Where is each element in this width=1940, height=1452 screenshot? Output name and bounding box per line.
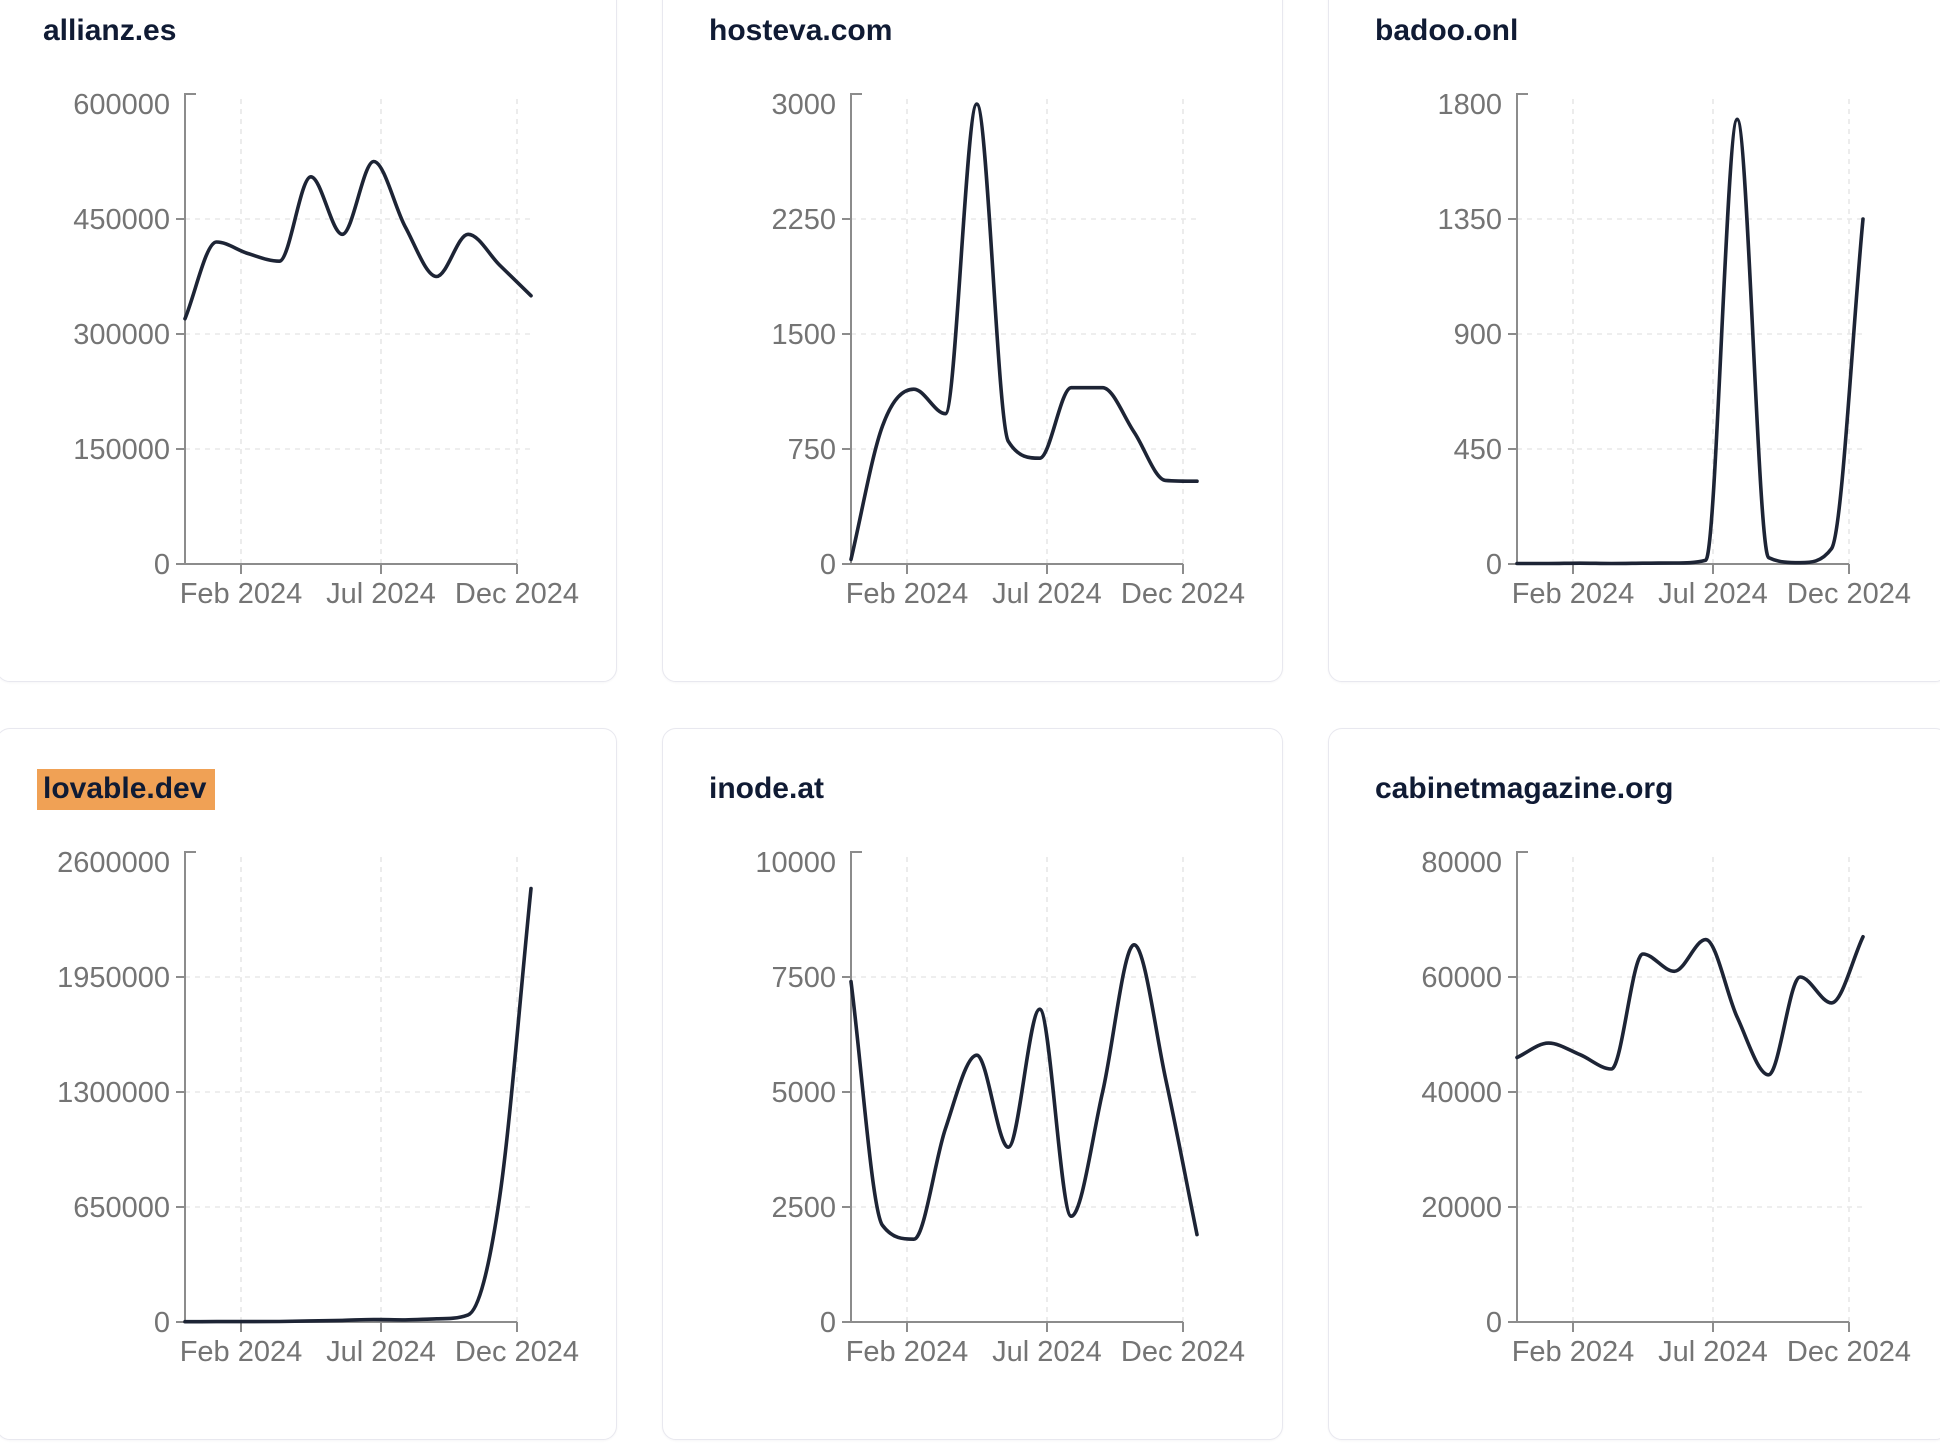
axes <box>842 93 1184 574</box>
x-tick-label: Feb 2024 <box>180 1336 303 1368</box>
tick-labels: 0 2500 5000 7500 10000 Feb 2024 Jul 2024 Dec 20… <box>755 847 1245 1368</box>
chart-title: inode.at <box>663 771 1282 807</box>
series-line <box>1515 935 1865 1077</box>
y-tick-label: 600000 <box>73 89 170 121</box>
gridlines <box>1517 99 1863 564</box>
domain-label: hosteva.com <box>709 14 893 47</box>
x-tick-label: Feb 2024 <box>846 1336 969 1368</box>
y-tick-label: 0 <box>820 1307 836 1339</box>
y-tick-label: 1300000 <box>57 1077 170 1109</box>
y-tick-label: 0 <box>154 1307 170 1339</box>
x-tick-label: Jul 2024 <box>1658 1336 1768 1368</box>
y-tick-label: 0 <box>1486 1307 1502 1339</box>
x-tick-label: Jul 2024 <box>326 578 436 610</box>
chart-card-cabinetmagazine: cabinetmagazine.org 0 20000 40000 60000 8000… <box>1328 728 1940 1440</box>
x-tick-label: Feb 2024 <box>846 578 969 610</box>
line-chart[interactable]: 0 150000 300000 450000 600000 Feb 2024 Jul 202… <box>0 49 618 649</box>
chart-title: allianz.es <box>0 13 616 49</box>
x-tick-label: Feb 2024 <box>180 578 303 610</box>
y-tick-label: 1800 <box>1437 89 1502 121</box>
line-chart[interactable]: 0 650000 1300000 1950000 2600000 Feb 2024 Jul … <box>0 807 618 1407</box>
line-chart[interactable]: 0 20000 40000 60000 80000 Feb 2024 Jul 2024 Dec… <box>1329 807 1940 1407</box>
y-tick-label: 450 <box>1454 434 1502 466</box>
gridlines <box>185 99 531 564</box>
series-line <box>183 886 533 1324</box>
y-tick-label: 750 <box>788 434 836 466</box>
y-tick-label: 1350 <box>1437 204 1502 236</box>
y-tick-label: 1950000 <box>57 962 170 994</box>
y-tick-label: 40000 <box>1421 1077 1502 1109</box>
chart-title: cabinetmagazine.org <box>1329 771 1940 807</box>
axes <box>176 851 518 1332</box>
line-chart[interactable]: 0 2500 5000 7500 10000 Feb 2024 Jul 2024 Dec 20… <box>663 807 1284 1407</box>
chart-card-allianz: allianz.es 0 150000 300000 450000 600000 Feb … <box>0 0 617 682</box>
y-tick-label: 300000 <box>73 319 170 351</box>
gridlines <box>1517 857 1863 1322</box>
chart-card-hosteva: hosteva.com 0 750 1500 2250 3000 Feb 2024 Jul … <box>662 0 1283 682</box>
y-tick-label: 7500 <box>771 962 836 994</box>
y-tick-label: 5000 <box>771 1077 836 1109</box>
chart-card-badoo: badoo.onl 0 450 900 1350 1800 Feb 2024 Jul 202… <box>1328 0 1940 682</box>
x-tick-label: Dec 2024 <box>1121 1336 1245 1368</box>
y-tick-label: 2600000 <box>57 847 170 879</box>
domain-label-highlighted: lovable.dev <box>37 769 216 810</box>
chart-title: lovable.dev <box>0 769 616 810</box>
gridlines <box>185 857 531 1322</box>
x-tick-label: Jul 2024 <box>326 1336 436 1368</box>
y-tick-label: 80000 <box>1421 847 1502 879</box>
tick-labels: 0 750 1500 2250 3000 Feb 2024 Jul 2024 Dec 2024 <box>771 89 1245 610</box>
y-tick-label: 0 <box>820 549 836 581</box>
x-tick-label: Dec 2024 <box>455 1336 579 1368</box>
y-tick-label: 60000 <box>1421 962 1502 994</box>
series-line <box>849 943 1199 1241</box>
y-tick-label: 0 <box>1486 549 1502 581</box>
series-line <box>849 102 1199 562</box>
domain-label: cabinetmagazine.org <box>1375 772 1674 805</box>
series-line <box>1515 117 1865 566</box>
domain-label: badoo.onl <box>1375 14 1519 47</box>
x-tick-label: Dec 2024 <box>1787 578 1911 610</box>
line-chart[interactable]: 0 750 1500 2250 3000 Feb 2024 Jul 2024 Dec 2024 <box>663 49 1284 649</box>
y-tick-label: 2500 <box>771 1192 836 1224</box>
y-tick-label: 150000 <box>73 434 170 466</box>
y-tick-label: 450000 <box>73 204 170 236</box>
x-tick-label: Jul 2024 <box>992 578 1102 610</box>
x-tick-label: Jul 2024 <box>992 1336 1102 1368</box>
chart-title: badoo.onl <box>1329 13 1940 49</box>
chart-card-lovable: lovable.dev 0 650000 1300000 1950000 2600000… <box>0 728 617 1440</box>
tick-labels: 0 20000 40000 60000 80000 Feb 2024 Jul 2024 Dec… <box>1421 847 1911 1368</box>
axes <box>1508 851 1850 1332</box>
gridlines <box>851 857 1197 1322</box>
y-tick-label: 20000 <box>1421 1192 1502 1224</box>
x-tick-label: Jul 2024 <box>1658 578 1768 610</box>
x-tick-label: Dec 2024 <box>1787 1336 1911 1368</box>
y-tick-label: 3000 <box>771 89 836 121</box>
series-line <box>183 159 533 321</box>
y-tick-label: 2250 <box>771 204 836 236</box>
x-tick-label: Dec 2024 <box>1121 578 1245 610</box>
domain-label: inode.at <box>709 772 825 805</box>
domain-label: allianz.es <box>43 14 177 47</box>
y-tick-label: 10000 <box>755 847 836 879</box>
chart-card-inode: inode.at 0 2500 5000 7500 10000 Feb 2024 Jul 2… <box>662 728 1283 1440</box>
x-tick-label: Feb 2024 <box>1512 1336 1635 1368</box>
gridlines <box>851 99 1197 564</box>
tick-labels: 0 150000 300000 450000 600000 Feb 2024 Jul 202… <box>73 89 579 610</box>
line-chart[interactable]: 0 450 900 1350 1800 Feb 2024 Jul 2024 Dec 2024 <box>1329 49 1940 649</box>
y-tick-label: 0 <box>154 549 170 581</box>
tick-labels: 0 450 900 1350 1800 Feb 2024 Jul 2024 Dec 2024 <box>1437 89 1911 610</box>
tick-labels: 0 650000 1300000 1950000 2600000 Feb 2024 Jul … <box>57 847 579 1368</box>
axes <box>176 93 518 574</box>
axes <box>842 851 1184 1332</box>
y-tick-label: 1500 <box>771 319 836 351</box>
x-tick-label: Feb 2024 <box>1512 578 1635 610</box>
y-tick-label: 650000 <box>73 1192 170 1224</box>
y-tick-label: 900 <box>1454 319 1502 351</box>
chart-title: hosteva.com <box>663 13 1282 49</box>
x-tick-label: Dec 2024 <box>455 578 579 610</box>
